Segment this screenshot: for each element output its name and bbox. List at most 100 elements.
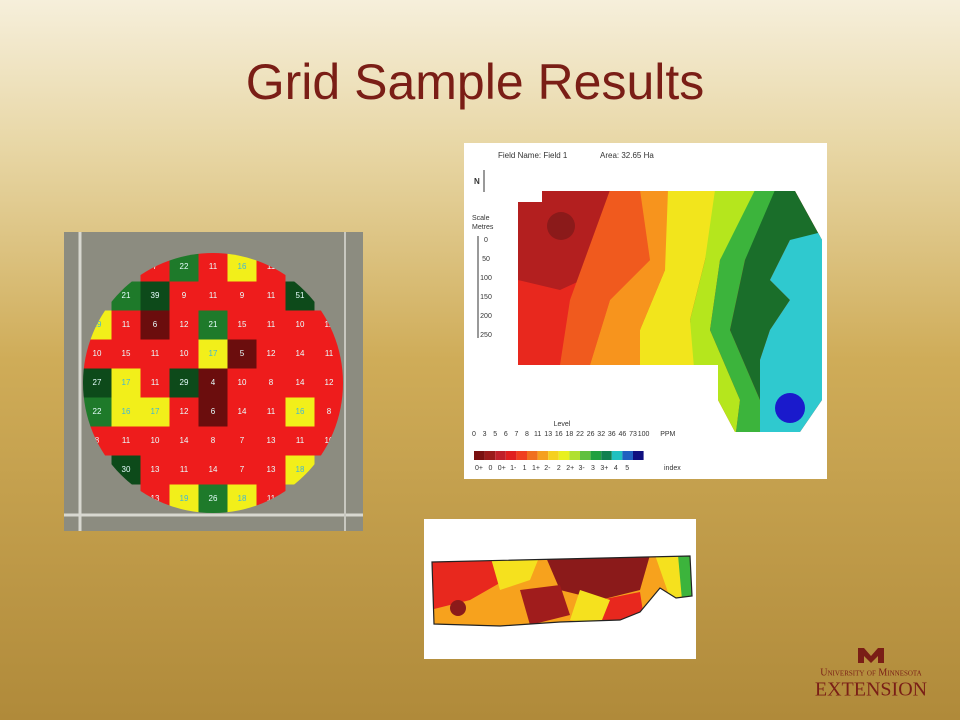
hotspot: [775, 393, 805, 423]
north-label: N: [474, 177, 480, 186]
scale-tick: 150: [480, 294, 492, 301]
cell-value: 15: [122, 349, 131, 358]
field-name: Field Name: Field 1: [498, 151, 568, 160]
grid-cell: [198, 484, 228, 513]
cell-value: 11: [209, 262, 218, 271]
cell-value: 8: [95, 436, 100, 445]
grid-cell: [140, 368, 170, 398]
grid-cell: [256, 281, 286, 311]
grid-cell: [256, 397, 286, 427]
grid-cell: [111, 339, 141, 369]
grid-cell: [111, 368, 141, 398]
grid-cell: [169, 339, 199, 369]
cell-value: 11: [267, 494, 276, 503]
grid-cell: [140, 426, 170, 456]
grid-cell: [256, 339, 286, 369]
band: [545, 556, 650, 600]
grid-cell: [140, 455, 170, 485]
cell-value: 14: [180, 436, 189, 445]
cell-value: 10: [296, 320, 305, 329]
legend-swatch: [484, 451, 496, 460]
grid-cell: [285, 310, 315, 340]
index-label: 1+: [532, 465, 540, 472]
legend-swatch: [474, 451, 485, 460]
legend-swatch: [569, 451, 580, 460]
index-label: 3-: [578, 465, 585, 472]
scale-label: Metres: [472, 224, 494, 231]
cell-value: 5: [240, 349, 245, 358]
cell-value: 16: [296, 407, 305, 416]
cell-value: 13: [267, 436, 276, 445]
grid-cell: [198, 397, 228, 427]
cell-value: 11: [267, 320, 276, 329]
hotspot: [547, 212, 575, 240]
grid-cell: [285, 368, 315, 398]
level-label: 7: [514, 431, 518, 438]
index-label: 4: [614, 465, 618, 472]
grid-cell: [169, 455, 199, 485]
cell-value: 11: [209, 291, 218, 300]
cell-value: 13: [267, 465, 276, 474]
legend-swatch: [495, 451, 506, 460]
level-label: 16: [555, 431, 563, 438]
cell-value: 14: [296, 349, 305, 358]
cell-value: 6: [153, 320, 158, 329]
cell-value: 21: [122, 291, 131, 300]
cell-value: 12: [325, 378, 334, 387]
band: [710, 191, 780, 432]
grid-cell: [169, 310, 199, 340]
grid-cells: 7 22 11 16 11 21 39 9 11 9 11 51 19 11 6 12 21 15 11 10 12 10…: [83, 253, 343, 513]
grid-cell: [285, 339, 315, 369]
band: [490, 556, 540, 590]
field-area: Area: 32.65 Ha: [600, 151, 654, 160]
band: [590, 191, 680, 365]
cell-value: 19: [180, 494, 189, 503]
level-label: 18: [566, 431, 574, 438]
cell-value: 13: [151, 494, 160, 503]
level-label: 100: [638, 431, 650, 438]
grid-cell: [227, 397, 257, 427]
cell-value: 22: [180, 262, 189, 271]
grid-cell: [198, 310, 228, 340]
index-label: 5: [625, 465, 629, 472]
legend-swatch: [505, 451, 517, 460]
cell-value: 39: [151, 291, 160, 300]
cell-value: 27: [93, 378, 102, 387]
cell-value: 11: [296, 436, 305, 445]
index-label: 1: [523, 465, 527, 472]
band: [760, 230, 822, 432]
legend-swatch: [580, 451, 591, 460]
index-label: 3+: [600, 465, 608, 472]
cell-value: 16: [238, 262, 247, 271]
grid-cell: [198, 426, 228, 456]
cell-value: 10: [180, 349, 189, 358]
scale-tick: 200: [480, 313, 492, 320]
cell-value: 8: [327, 407, 332, 416]
scale-label: Scale: [472, 215, 490, 222]
cell-value: 9: [182, 291, 187, 300]
grid-cell: [256, 310, 286, 340]
circle-map: 7 22 11 16 11 21 39 9 11 9 11 51 19 11 6 12 21 15 11 10 12 10…: [64, 232, 363, 531]
cell-value: 14: [238, 407, 247, 416]
grid-cell: [140, 310, 170, 340]
grid-cell: [256, 455, 286, 485]
grid-cell: [256, 368, 286, 398]
grid-cell: [314, 368, 343, 398]
legend-swatch: [548, 451, 559, 460]
level-label: 5: [493, 431, 497, 438]
logo-unit: EXTENSION: [815, 679, 927, 701]
grid-cell: [198, 368, 228, 398]
logo-mark: [858, 648, 884, 663]
cell-value: 14: [296, 378, 305, 387]
level-label: 6: [504, 431, 508, 438]
cell-value: 11: [267, 407, 276, 416]
cell-value: 22: [93, 407, 102, 416]
cell-value: 12: [180, 320, 189, 329]
strip-map: [424, 519, 696, 659]
level-label: 22: [576, 431, 584, 438]
cell-value: 10: [238, 378, 247, 387]
strip-bands: [432, 556, 692, 626]
level-label: 8: [525, 431, 529, 438]
cell-value: 10: [151, 436, 160, 445]
